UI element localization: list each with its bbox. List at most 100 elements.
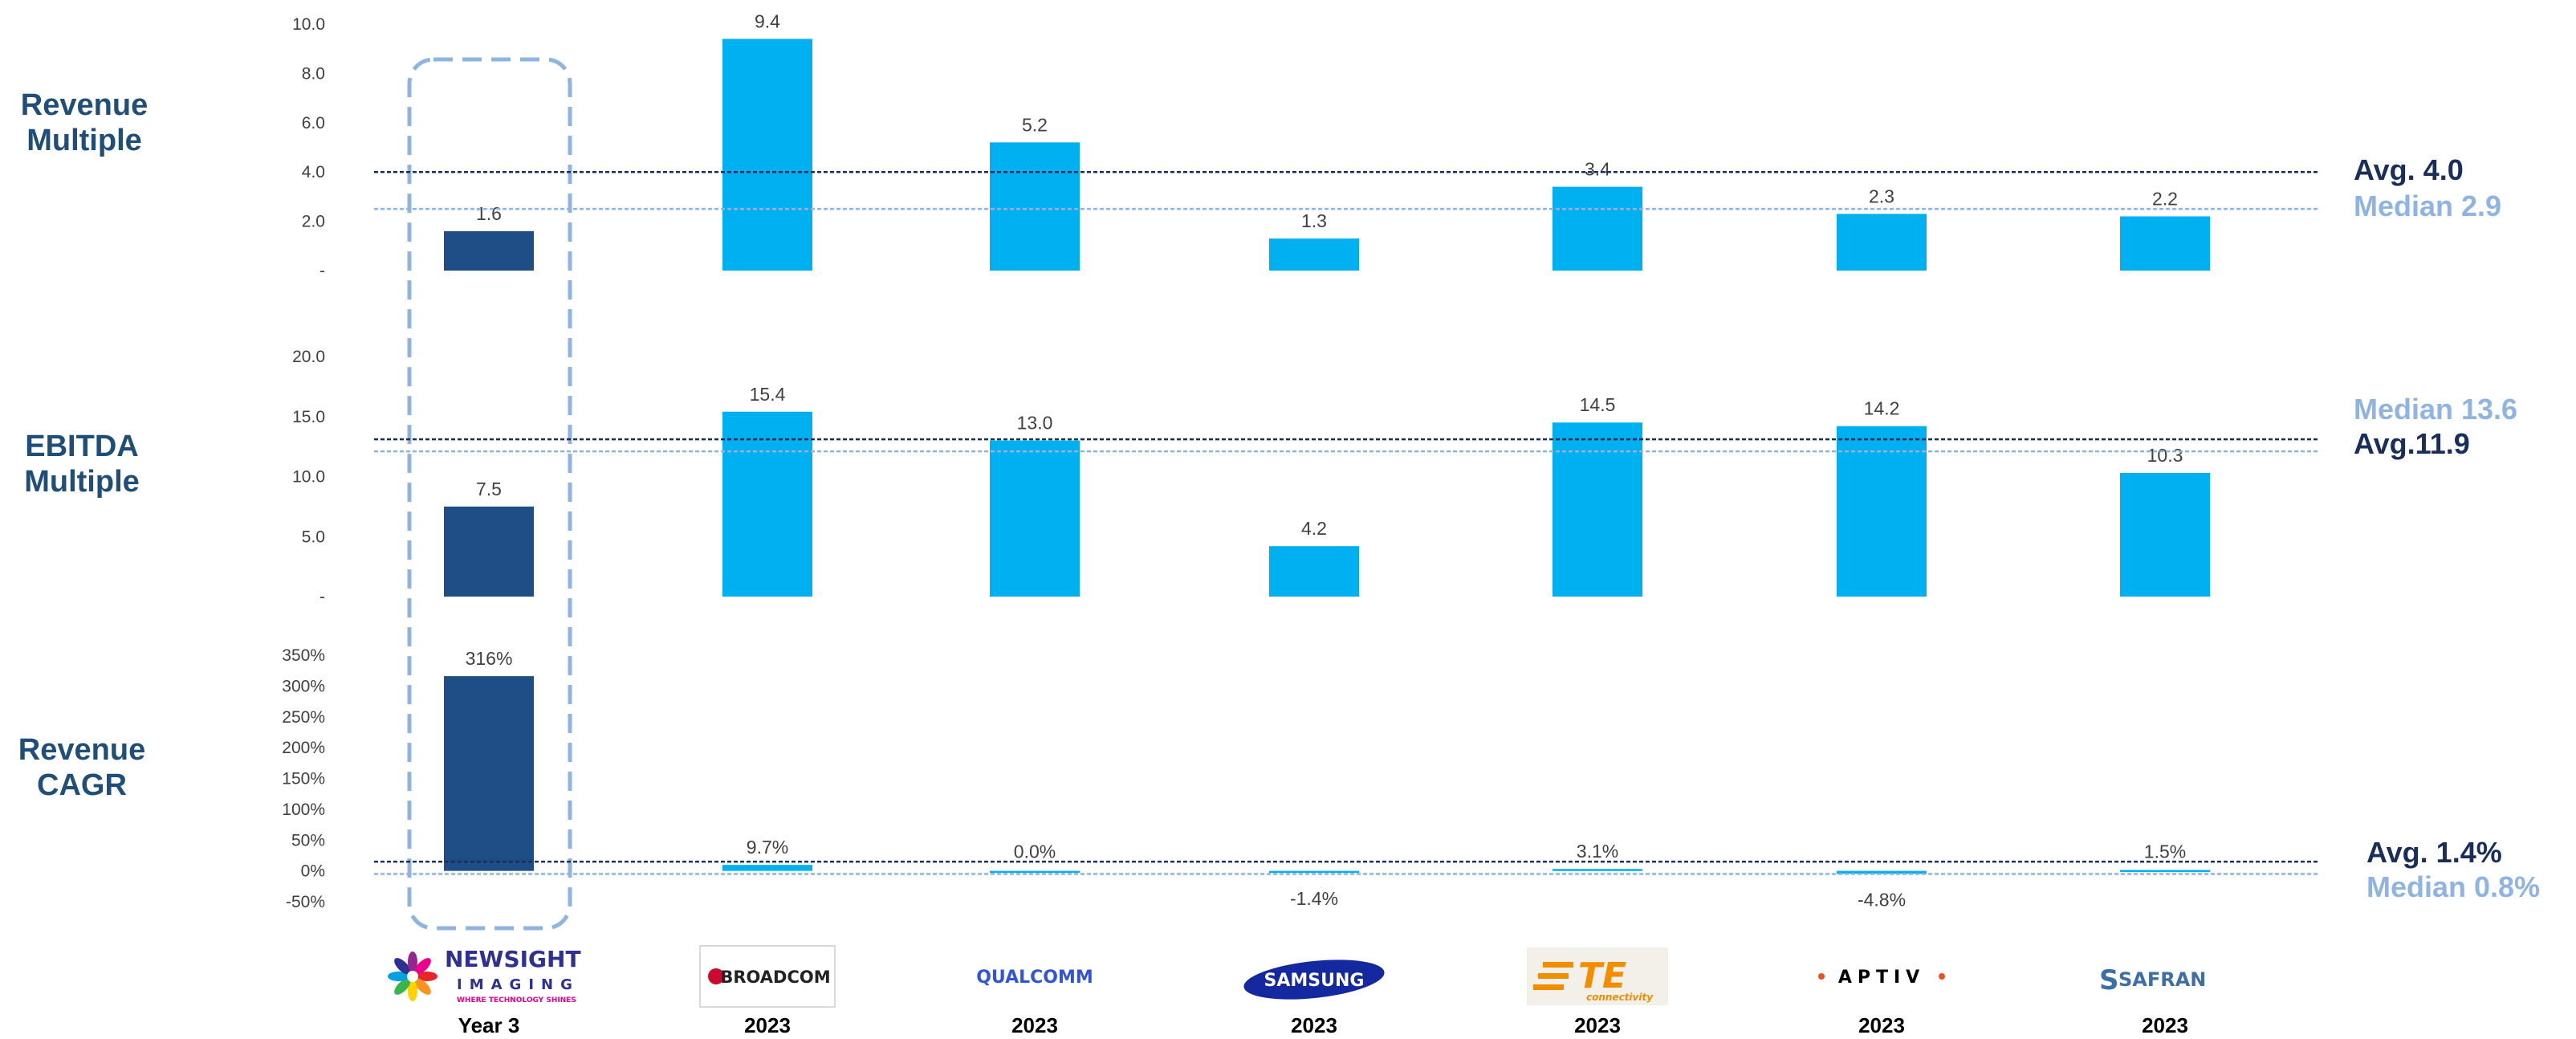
median-label: Median 0.8% bbox=[2366, 870, 2540, 903]
bar bbox=[2120, 473, 2210, 597]
logo-petal bbox=[414, 978, 431, 995]
chart-panels: Revenue Multiple-2.04.06.08.010.01.69.45.… bbox=[18, 10, 2540, 911]
bar bbox=[1269, 870, 1359, 874]
y-tick-label: 4.0 bbox=[302, 163, 325, 181]
median-label: Median 2.9 bbox=[2354, 189, 2501, 222]
row-label-line: Revenue bbox=[18, 733, 145, 767]
y-tick-label: 5.0 bbox=[302, 528, 325, 546]
data-label: 316% bbox=[466, 648, 513, 669]
panel-1: Revenue Multiple - 2.0 4.0 6.0 8.0 10.0 1.6 9.4 5.… bbox=[21, 10, 2501, 280]
bar bbox=[1553, 422, 1642, 597]
aptiv-logo: APTIV bbox=[1818, 968, 1945, 988]
samsung-logo: SAMSUNG bbox=[1243, 960, 1385, 1000]
avg-label: Avg.11.9 bbox=[2354, 427, 2470, 460]
year-label: Year 3 bbox=[458, 1013, 520, 1035]
logo-dot bbox=[1818, 973, 1825, 980]
logo-petal bbox=[408, 980, 417, 1001]
bar bbox=[1837, 426, 1927, 597]
data-label: 14.2 bbox=[1864, 398, 1900, 419]
bar bbox=[990, 142, 1080, 271]
data-label: 14.5 bbox=[1580, 394, 1616, 415]
bar bbox=[1553, 186, 1642, 271]
data-label: 4.2 bbox=[1301, 518, 1327, 539]
highlight-box bbox=[407, 57, 572, 931]
year-label: 2023 bbox=[1291, 1013, 1337, 1035]
logo-text: SAFRAN bbox=[2118, 968, 2206, 991]
y-tick-label: 300% bbox=[282, 677, 325, 695]
year-label: 2023 bbox=[2142, 1013, 2188, 1035]
panel-3: Revenue CAGR -50% 0% 50% 100% 150% 200% 250% 300%… bbox=[18, 646, 2540, 911]
bar bbox=[722, 39, 812, 271]
bar bbox=[444, 676, 534, 871]
logo-mark: S bbox=[2099, 964, 2119, 996]
row-label-line: CAGR bbox=[37, 768, 127, 802]
y-tick-label: 10.0 bbox=[292, 15, 325, 34]
logo-ellipse bbox=[1243, 960, 1385, 1000]
data-label: 9.7% bbox=[747, 837, 788, 858]
y-tick-label: 15.0 bbox=[292, 408, 325, 426]
logo-bar bbox=[1538, 973, 1569, 979]
y-tick-label: 20.0 bbox=[292, 348, 325, 366]
logo-text: QUALCOMM bbox=[976, 968, 1093, 988]
y-tick-label: 10.0 bbox=[292, 468, 325, 487]
data-label: 2.3 bbox=[1869, 185, 1894, 206]
logo-mark bbox=[708, 968, 724, 984]
y-tick-label: 150% bbox=[282, 770, 325, 788]
logo-center bbox=[407, 971, 418, 982]
data-label: 0.0% bbox=[1014, 841, 1056, 862]
row-label: Revenue Multiple bbox=[21, 88, 148, 157]
data-label: 15.4 bbox=[750, 384, 786, 405]
avg-label: Avg. 1.4% bbox=[2366, 836, 2502, 869]
y-tick-label: 50% bbox=[291, 831, 325, 850]
data-label: 7.5 bbox=[476, 479, 502, 499]
year-label: 2023 bbox=[1011, 1013, 1058, 1035]
logo-text: BROADCOM bbox=[720, 968, 830, 987]
qualcomm-logo: QUALCOMM bbox=[976, 968, 1093, 988]
logo-petal bbox=[417, 972, 437, 981]
logo-text: IMAGING bbox=[457, 976, 580, 993]
y-tick-label: - bbox=[319, 588, 325, 606]
logo-text: TE bbox=[1578, 955, 1626, 996]
logo-text: NEWSIGHT bbox=[445, 946, 581, 972]
bar bbox=[1553, 869, 1642, 871]
newsight-imaging-logo: NEWSIGHT IMAGING WHERE TECHNOLOGY SHINES bbox=[388, 946, 581, 1004]
data-label: -1.4% bbox=[1290, 888, 1338, 909]
logo-petal bbox=[408, 951, 417, 972]
bar bbox=[2120, 870, 2210, 872]
data-label: 13.0 bbox=[1017, 413, 1053, 434]
logo-text: APTIV bbox=[1838, 968, 1925, 988]
bar bbox=[2120, 216, 2210, 271]
logo-petal bbox=[388, 972, 409, 981]
data-label: 10.3 bbox=[2147, 445, 2183, 466]
bar bbox=[990, 440, 1080, 597]
company-logos: NEWSIGHT IMAGING WHERE TECHNOLOGY SHINES Ye… bbox=[388, 945, 2206, 1037]
logo-text: WHERE TECHNOLOGY SHINES bbox=[457, 996, 576, 1004]
year-label: 2023 bbox=[1858, 1013, 1905, 1035]
safran-logo: S SAFRAN bbox=[2099, 964, 2206, 996]
row-label-line: Revenue bbox=[21, 88, 148, 122]
logo-petal bbox=[414, 958, 431, 975]
bar bbox=[444, 506, 534, 597]
y-tick-label: 2.0 bbox=[302, 213, 325, 231]
logo-petal bbox=[394, 958, 411, 975]
data-label: -4.8% bbox=[1858, 889, 1906, 910]
y-tick-label: 8.0 bbox=[302, 64, 325, 83]
data-label: 9.4 bbox=[755, 10, 780, 31]
data-label: 1.5% bbox=[2144, 841, 2186, 862]
panel-2: EBITDA Multiple - 5.0 10.0 15.0 20.0 7.5 15.4 13.… bbox=[24, 348, 2517, 606]
y-tick-label: 0% bbox=[301, 862, 325, 881]
avg-label: Avg. 4.0 bbox=[2354, 153, 2464, 186]
bar bbox=[1837, 214, 1927, 271]
y-tick-label: - bbox=[319, 262, 325, 280]
year-label: 2023 bbox=[744, 1013, 791, 1035]
row-label: Revenue CAGR bbox=[18, 733, 145, 802]
data-label: 1.6 bbox=[476, 203, 502, 224]
data-label: 1.3 bbox=[1301, 210, 1327, 231]
data-label: 2.2 bbox=[2152, 188, 2178, 209]
y-tick-label: -50% bbox=[286, 893, 325, 911]
row-label-line: EBITDA bbox=[25, 430, 138, 463]
bar bbox=[722, 411, 812, 597]
y-tick-label: 200% bbox=[282, 739, 325, 757]
